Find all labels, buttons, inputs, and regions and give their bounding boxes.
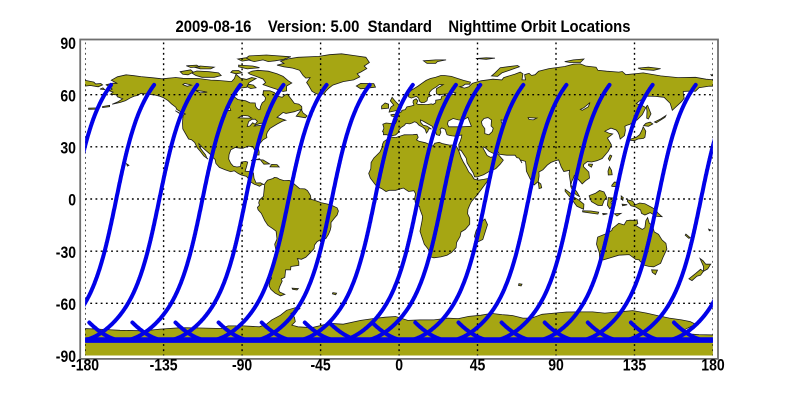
svg-text:-90: -90 <box>232 357 252 375</box>
svg-text:-90: -90 <box>56 348 76 366</box>
svg-text:0: 0 <box>395 357 403 375</box>
svg-text:30: 30 <box>60 139 76 157</box>
svg-text:135: 135 <box>623 357 646 375</box>
svg-text:-135: -135 <box>150 357 178 375</box>
svg-text:0: 0 <box>68 192 76 210</box>
svg-text:-45: -45 <box>311 357 331 375</box>
svg-text:180: 180 <box>701 357 724 375</box>
svg-text:-30: -30 <box>56 244 76 262</box>
svg-text:60: 60 <box>60 87 76 105</box>
svg-text:90: 90 <box>548 357 564 375</box>
svg-text:90: 90 <box>60 35 76 53</box>
svg-text:2009-08-16 Version: 5.00 S: 2009-08-16 Version: 5.00 Standard Nightt… <box>176 18 631 36</box>
svg-text:-180: -180 <box>71 357 99 375</box>
svg-text:45: 45 <box>470 357 486 375</box>
svg-text:-60: -60 <box>56 296 76 314</box>
